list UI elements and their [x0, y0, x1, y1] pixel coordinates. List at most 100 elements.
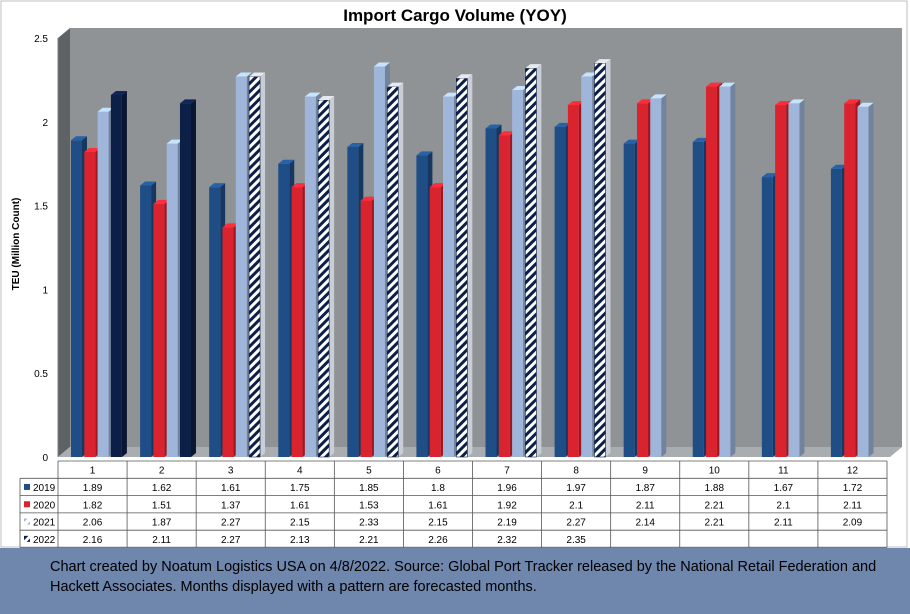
- table-cell-value: 2.1: [569, 500, 583, 511]
- bar-top: [110, 90, 127, 95]
- table-cell-value: 2.11: [152, 535, 171, 546]
- bar-front: [830, 168, 842, 457]
- bar-series-group: [71, 59, 874, 458]
- table-cell-value: 2.14: [635, 518, 655, 529]
- bar-front: [166, 143, 178, 457]
- bar-2021-month-9: [650, 94, 667, 457]
- x-tick-label: 6: [435, 466, 441, 477]
- legend-key-2019: [24, 483, 30, 490]
- table-cell-value: 2.13: [290, 535, 310, 546]
- y-tick-label: 2.5: [34, 34, 48, 45]
- table-cell-value: 1.82: [83, 500, 103, 511]
- bar-front: [360, 200, 372, 457]
- bar-top: [304, 92, 321, 97]
- bar-front: [110, 94, 122, 457]
- bar-front: [140, 185, 152, 457]
- table-cell-value: 2.35: [566, 535, 586, 546]
- table-cell-value: 2.11: [843, 500, 862, 511]
- bar-top: [857, 102, 874, 107]
- bar-side: [190, 99, 196, 457]
- legend-label-2022: 2022: [33, 535, 56, 546]
- bar-top: [692, 137, 709, 142]
- bar-front: [153, 203, 165, 457]
- bar-top: [623, 139, 640, 144]
- bar-front: [498, 135, 510, 457]
- bar-top: [844, 99, 861, 104]
- table-cell-value: 2.06: [83, 518, 103, 529]
- bar-front: [373, 66, 385, 457]
- bar-top: [153, 199, 170, 204]
- bar-top: [179, 99, 196, 104]
- bar-top: [761, 173, 778, 178]
- table-cell-value: 1.37: [221, 500, 241, 511]
- bar-front: [623, 143, 635, 457]
- x-tick-label: 1: [90, 466, 96, 477]
- table-cell-value: 1.72: [843, 483, 863, 494]
- bar-2022-month-2: [179, 99, 196, 457]
- chart-frame: [0, 0, 908, 548]
- bar-front: [443, 96, 455, 457]
- x-tick-label: 10: [709, 466, 721, 477]
- bar-side: [467, 74, 473, 457]
- bar-top: [567, 101, 584, 106]
- table-cell-value: 1.87: [635, 483, 655, 494]
- bar-front: [650, 98, 662, 457]
- bar-top: [166, 139, 183, 144]
- bar-2022-month-8: [594, 59, 611, 458]
- table-cell-value: 2.15: [290, 518, 310, 529]
- bar-2022-month-3: [248, 72, 266, 458]
- bar-top: [360, 196, 377, 201]
- bar-front: [594, 62, 606, 458]
- bar-2022-month-1: [110, 90, 127, 457]
- bar-front: [567, 105, 579, 457]
- bar-side: [799, 99, 805, 457]
- table-cell-value: 2.16: [83, 535, 103, 546]
- table-cell-value: 1.88: [705, 483, 725, 494]
- bar-front: [304, 96, 316, 457]
- bar-top: [554, 122, 571, 127]
- bar-front: [248, 76, 261, 458]
- bar-front: [71, 140, 82, 457]
- table-cell-value: 1.96: [497, 483, 517, 494]
- bar-top: [140, 181, 157, 186]
- bar-top: [512, 85, 529, 90]
- table-cell-value: 2.11: [774, 518, 793, 529]
- bar-front: [209, 187, 221, 457]
- bar-top: [71, 136, 87, 141]
- x-tick-label: 7: [504, 466, 510, 477]
- bar-top: [291, 183, 308, 188]
- bar-front: [179, 103, 191, 457]
- bar-side: [260, 72, 266, 457]
- x-tick-label: 2: [159, 466, 165, 477]
- bar-top: [650, 94, 667, 99]
- x-tick-label: 9: [642, 466, 648, 477]
- y-axis-label: TEU (Million Count): [11, 198, 22, 291]
- bar-top: [373, 62, 390, 67]
- table-cell-value: 2.21: [359, 535, 379, 546]
- bar-side: [868, 102, 874, 457]
- bar-front: [788, 103, 800, 457]
- bar-front: [554, 126, 566, 457]
- table-cell-value: 2.32: [497, 535, 517, 546]
- bar-front: [456, 77, 468, 458]
- bar-2022-month-5: [386, 82, 404, 458]
- table-cell-value: 1.75: [290, 483, 310, 494]
- y-tick-label: 0: [42, 453, 48, 464]
- legend-label-2020: 2020: [33, 500, 56, 511]
- table-cell-value: 2.26: [428, 535, 448, 546]
- bar-top: [498, 131, 515, 136]
- bar-front: [692, 141, 704, 458]
- table-cell-value: 1.92: [497, 500, 517, 511]
- bar-side: [329, 96, 335, 458]
- legend-key-2022: [24, 535, 30, 542]
- table-cell-value: 2.21: [705, 518, 725, 529]
- plot-floor: [58, 447, 902, 457]
- y-tick-label: 1.5: [34, 202, 48, 213]
- x-tick-label: 4: [297, 466, 303, 477]
- x-tick-label: 8: [573, 466, 579, 477]
- bar-front: [775, 105, 787, 457]
- table-cell-value: 2.15: [428, 518, 448, 529]
- table-cell-value: 2.09: [843, 518, 863, 529]
- x-tick-label: 3: [228, 466, 234, 477]
